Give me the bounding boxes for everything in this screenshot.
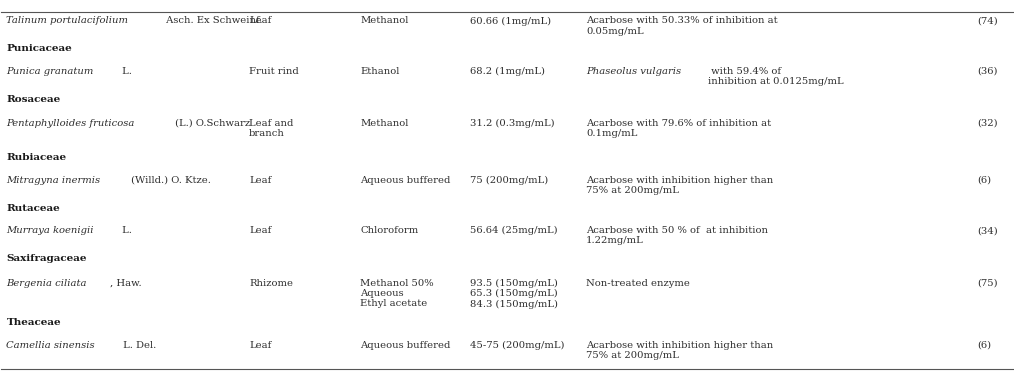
Text: Leaf: Leaf <box>249 176 272 184</box>
Text: Rhizome: Rhizome <box>249 278 293 288</box>
Text: (32): (32) <box>977 119 998 127</box>
Text: 45-75 (200mg/mL): 45-75 (200mg/mL) <box>469 340 564 350</box>
Text: Camellia sinensis: Camellia sinensis <box>6 340 95 350</box>
Text: Rosaceae: Rosaceae <box>6 95 61 104</box>
Text: 93.5 (150mg/mL)
65.3 (150mg/mL)
84.3 (150mg/mL): 93.5 (150mg/mL) 65.3 (150mg/mL) 84.3 (15… <box>469 278 558 309</box>
Text: 56.64 (25mg/mL): 56.64 (25mg/mL) <box>469 226 558 235</box>
Text: (L.) O.Schwarz: (L.) O.Schwarz <box>171 119 249 127</box>
Text: Acarbose with 79.6% of inhibition at
0.1mg/mL: Acarbose with 79.6% of inhibition at 0.1… <box>586 119 771 138</box>
Text: Bergenia ciliata: Bergenia ciliata <box>6 278 87 288</box>
Text: Mitragyna inermis: Mitragyna inermis <box>6 176 100 184</box>
Text: Talinum portulacifolium: Talinum portulacifolium <box>6 17 129 25</box>
Text: Non-treated enzyme: Non-treated enzyme <box>586 278 690 288</box>
Text: , Haw.: , Haw. <box>111 278 142 288</box>
Text: Rutaceae: Rutaceae <box>6 204 60 213</box>
Text: Acarbose with 50.33% of inhibition at
0.05mg/mL: Acarbose with 50.33% of inhibition at 0.… <box>586 17 778 36</box>
Text: Punicaceae: Punicaceae <box>6 44 72 54</box>
Text: 68.2 (1mg/mL): 68.2 (1mg/mL) <box>469 67 545 76</box>
Text: (6): (6) <box>977 176 992 184</box>
Text: (75): (75) <box>977 278 998 288</box>
Text: Pentaphylloides fruticosa: Pentaphylloides fruticosa <box>6 119 135 127</box>
Text: Asch. Ex Schweinf.: Asch. Ex Schweinf. <box>163 17 263 25</box>
Text: (Willd.) O. Ktze.: (Willd.) O. Ktze. <box>128 176 211 184</box>
Text: Chloroform: Chloroform <box>360 226 419 235</box>
Text: (74): (74) <box>977 17 998 25</box>
Text: Methanol: Methanol <box>360 119 409 127</box>
Text: Leaf and
branch: Leaf and branch <box>249 119 293 138</box>
Text: Acarbose with 50 % of  at inhibition
1.22mg/mL: Acarbose with 50 % of at inhibition 1.22… <box>586 226 768 245</box>
Text: Leaf: Leaf <box>249 17 272 25</box>
Text: L.: L. <box>119 67 132 76</box>
Text: Saxifragaceae: Saxifragaceae <box>6 254 87 263</box>
Text: Methanol: Methanol <box>360 17 409 25</box>
Text: Murraya koenigii: Murraya koenigii <box>6 226 94 235</box>
Text: Aqueous buffered: Aqueous buffered <box>360 340 451 350</box>
Text: Methanol 50%
Aqueous
Ethyl acetate: Methanol 50% Aqueous Ethyl acetate <box>360 278 434 308</box>
Text: 60.66 (1mg/mL): 60.66 (1mg/mL) <box>469 17 551 25</box>
Text: Aqueous buffered: Aqueous buffered <box>360 176 451 184</box>
Text: Rubiaceae: Rubiaceae <box>6 153 67 162</box>
Text: (34): (34) <box>977 226 998 235</box>
Text: 75 (200mg/mL): 75 (200mg/mL) <box>469 176 548 185</box>
Text: Acarbose with inhibition higher than
75% at 200mg/mL: Acarbose with inhibition higher than 75%… <box>586 340 773 360</box>
Text: Phaseolus vulgaris: Phaseolus vulgaris <box>586 67 681 76</box>
Text: Punica granatum: Punica granatum <box>6 67 94 76</box>
Text: 31.2 (0.3mg/mL): 31.2 (0.3mg/mL) <box>469 119 555 128</box>
Text: Leaf: Leaf <box>249 340 272 350</box>
Text: Theaceae: Theaceae <box>6 318 61 327</box>
Text: Acarbose with inhibition higher than
75% at 200mg/mL: Acarbose with inhibition higher than 75%… <box>586 176 773 195</box>
Text: Ethanol: Ethanol <box>360 67 400 76</box>
Text: Leaf: Leaf <box>249 226 272 235</box>
Text: L.: L. <box>119 226 132 235</box>
Text: L. Del.: L. Del. <box>121 340 157 350</box>
Text: Fruit rind: Fruit rind <box>249 67 299 76</box>
Text: (36): (36) <box>977 67 998 76</box>
Text: with 59.4% of
inhibition at 0.0125mg/mL: with 59.4% of inhibition at 0.0125mg/mL <box>709 67 844 86</box>
Text: (6): (6) <box>977 340 992 350</box>
